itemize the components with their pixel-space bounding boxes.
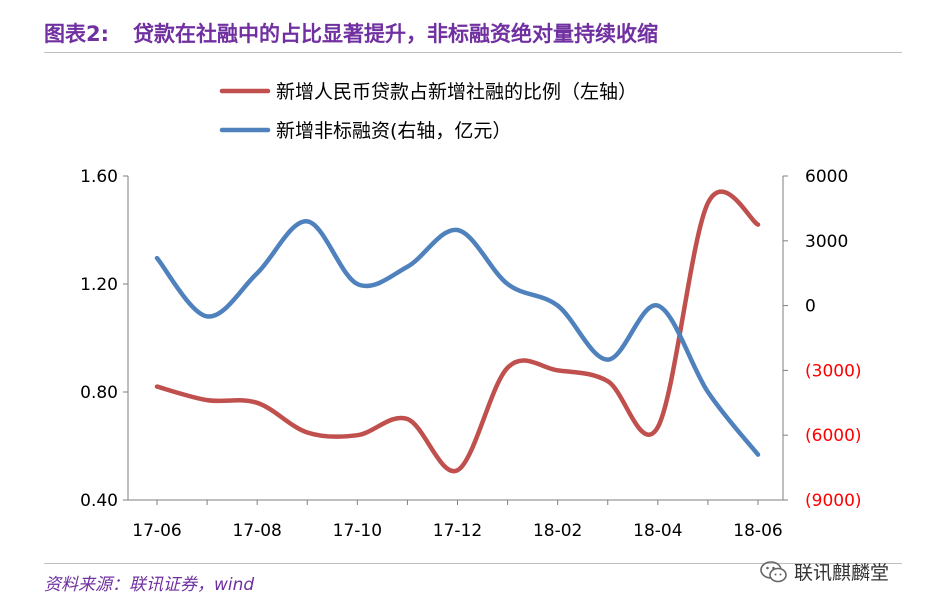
- left-axis-tick-label: 0.40: [80, 491, 118, 511]
- figure-title: 贷款在社融中的占比显著提升，非标融资绝对量持续收缩: [133, 22, 659, 46]
- x-axis-tick-label: 18-06: [733, 521, 782, 541]
- page-title: 图表2: 贷款在社融中的占比显著提升，非标融资绝对量持续收缩: [44, 18, 658, 48]
- right-axis-tick-label: (6000): [805, 426, 862, 446]
- legend-label-1: 新增人民币贷款占新增社融的比例（左轴）: [276, 81, 637, 103]
- right-axis-tick-label: 0: [805, 297, 816, 317]
- x-axis-tick-label: 17-10: [333, 521, 382, 541]
- right-axis-tick-label: (9000): [805, 491, 862, 511]
- x-axis-tick-label: 17-08: [232, 521, 281, 541]
- series-line-2: [154, 219, 761, 457]
- x-axis-tick-label: 18-02: [533, 521, 582, 541]
- right-axis-tick-label: (3000): [805, 361, 862, 381]
- series-line-1: [154, 189, 761, 474]
- left-axis-tick-label: 1.20: [80, 275, 118, 295]
- figure-label: 图表2:: [44, 22, 110, 46]
- legend-label-2: 新增非标融资(右轴，亿元）: [276, 120, 511, 142]
- x-axis-tick-label: 17-12: [433, 521, 482, 541]
- left-axis-tick-label: 1.60: [80, 167, 118, 187]
- footer-rule: [44, 563, 902, 564]
- x-axis-tick-label: 18-04: [633, 521, 682, 541]
- watermark: 联讯麒麟堂: [760, 558, 889, 585]
- line-chart: 1.60 1.20 0.80 0.40 6000 3000 0 (3000) (6000) (90…: [80, 81, 862, 541]
- title-rule: [44, 52, 902, 53]
- left-axis-tick-label: 0.80: [80, 383, 118, 403]
- right-axis-tick-label: 3000: [805, 232, 848, 252]
- x-axis-tick-label: 17-06: [132, 521, 181, 541]
- right-axis-tick-label: 6000: [805, 167, 848, 187]
- wechat-icon: [760, 560, 787, 582]
- watermark-text: 联讯麒麟堂: [794, 562, 890, 584]
- source-note: 资料来源：联讯证券，wind: [44, 575, 255, 595]
